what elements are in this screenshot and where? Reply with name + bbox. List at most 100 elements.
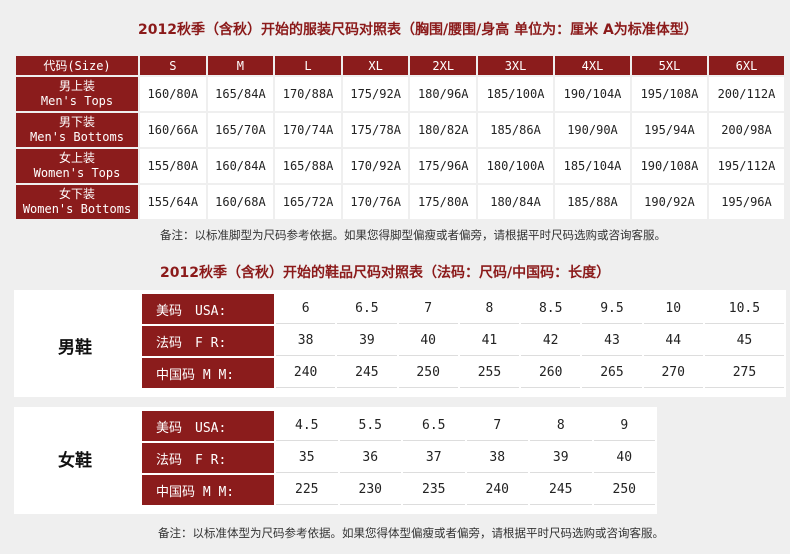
women-shoes-label: 女鞋 (58, 451, 92, 471)
size-header: XL (342, 56, 409, 75)
size-header: 3XL (478, 56, 554, 75)
row-label-cn: 男下装 (58, 115, 95, 129)
size-value-cell: 195/112A (708, 149, 784, 183)
shoe-size-cell: 275 (704, 358, 784, 388)
size-value-cell: 160/66A (140, 113, 206, 147)
size-value-cell: 175/96A (410, 149, 477, 183)
men-shoes-label: 男鞋 (58, 338, 92, 358)
shoe-size-cell: 10 (643, 294, 703, 324)
shoes-title: 2012秋季（含秋）开始的鞋品尺码对照表（法码：尺码/中国码：长度） (160, 265, 611, 281)
size-value-cell: 195/94A (631, 113, 707, 147)
shoe-size-cell: 43 (582, 326, 642, 356)
men-shoe-table: 美码 USA: 6 6.5 7 8 8.5 9.5 10 10.5 法码 F R: 38 39 40 41… (140, 292, 786, 390)
size-value-cell: 160/80A (140, 77, 206, 111)
size-value-cell: 165/84A (207, 77, 274, 111)
shoe-row-label: 法码 F R: (142, 443, 274, 473)
size-value-cell: 155/64A (140, 185, 206, 219)
row-label-cn: 女下装 (58, 187, 95, 201)
size-value-cell: 180/96A (410, 77, 477, 111)
clothing-title: 2012秋季（含秋）开始的服装尺码对照表（胸围/腰围/身高 单位为：厘米 A为标… (138, 22, 698, 38)
size-value-cell: 170/92A (342, 149, 409, 183)
size-header: L (275, 56, 341, 75)
shoe-size-cell: 9 (593, 411, 655, 441)
size-value-cell: 180/100A (478, 149, 554, 183)
row-label-en: Men's Tops (40, 94, 114, 108)
row-label-cn: 女上装 (58, 151, 95, 165)
shoe-size-cell: 245 (530, 475, 592, 505)
size-value-cell: 185/86A (478, 113, 554, 147)
size-value-cell: 175/92A (342, 77, 409, 111)
shoe-size-cell: 35 (276, 443, 338, 473)
size-header: 5XL (631, 56, 707, 75)
size-value-cell: 190/90A (555, 113, 630, 147)
shoe-size-cell: 9.5 (582, 294, 642, 324)
shoe-size-cell: 8 (530, 411, 592, 441)
shoe-size-cell: 225 (276, 475, 338, 505)
shoe-size-cell: 41 (459, 326, 520, 356)
size-value-cell: 185/104A (555, 149, 630, 183)
size-value-cell: 170/74A (275, 113, 341, 147)
shoe-size-cell: 7 (466, 411, 528, 441)
shoe-size-cell: 230 (339, 475, 401, 505)
clothing-row-label: 女下装 Women's Bottoms (16, 185, 138, 219)
row-label-en: Women's Tops (33, 166, 121, 180)
shoe-size-cell: 250 (398, 358, 458, 388)
size-header: 2XL (410, 56, 477, 75)
shoe-size-cell: 255 (459, 358, 520, 388)
shoe-size-cell: 44 (643, 326, 703, 356)
size-value-cell: 175/78A (342, 113, 409, 147)
shoe-size-cell: 37 (403, 443, 465, 473)
shoe-size-cell: 240 (466, 475, 528, 505)
size-value-cell: 175/80A (410, 185, 477, 219)
size-header: 4XL (555, 56, 630, 75)
shoe-size-cell: 245 (337, 358, 397, 388)
clothing-size-table: 代码(Size) S M L XL 2XL 3XL 4XL 5XL 6XL 男上… (14, 54, 786, 221)
shoe-row-label: 美码 USA: (142, 411, 274, 441)
size-value-cell: 195/96A (708, 185, 784, 219)
size-value-cell: 190/104A (555, 77, 630, 111)
shoe-row-label: 中国码 M M: (142, 358, 274, 388)
size-header: S (140, 56, 206, 75)
shoe-size-cell: 260 (521, 358, 581, 388)
shoe-size-cell: 8 (459, 294, 520, 324)
shoe-size-cell: 40 (593, 443, 655, 473)
size-value-cell: 165/88A (275, 149, 341, 183)
size-value-cell: 190/108A (631, 149, 707, 183)
size-value-cell: 160/68A (207, 185, 274, 219)
shoe-size-cell: 10.5 (704, 294, 784, 324)
size-value-cell: 180/84A (478, 185, 554, 219)
women-shoe-table: 美码 USA: 4.5 5.5 6.5 7 8 9 法码 F R: 35 36 37 38 39 40 中国… (140, 409, 657, 507)
shoe-size-cell: 6.5 (403, 411, 465, 441)
shoe-size-cell: 270 (643, 358, 703, 388)
shoe-size-cell: 36 (339, 443, 401, 473)
size-value-cell: 190/92A (631, 185, 707, 219)
size-value-cell: 170/88A (275, 77, 341, 111)
row-label-en: Women's Bottoms (22, 202, 132, 216)
clothing-row-label: 女上装 Women's Tops (16, 149, 138, 183)
shoe-size-cell: 42 (521, 326, 581, 356)
size-value-cell: 165/72A (275, 185, 341, 219)
shoes-note: 备注：以标准体型为尺码参考依据。如果您得体型偏瘦或者偏旁，请根据平时尺码选购或咨… (158, 526, 664, 540)
shoe-size-cell: 4.5 (276, 411, 338, 441)
row-label-cn: 男上装 (58, 79, 95, 93)
size-value-cell: 155/80A (140, 149, 206, 183)
size-header-label: 代码(Size) (16, 56, 138, 75)
shoe-size-cell: 240 (276, 358, 336, 388)
size-value-cell: 195/108A (631, 77, 707, 111)
shoe-size-cell: 6.5 (337, 294, 397, 324)
size-header: M (207, 56, 274, 75)
shoe-size-cell: 8.5 (521, 294, 581, 324)
size-value-cell: 200/98A (708, 113, 784, 147)
clothing-note: 备注：以标准脚型为尺码参考依据。如果您得脚型偏瘦或者偏旁，请根据平时尺码选购或咨… (160, 228, 666, 242)
shoe-row-label: 法码 F R: (142, 326, 274, 356)
size-value-cell: 170/76A (342, 185, 409, 219)
shoe-size-cell: 39 (337, 326, 397, 356)
shoe-size-cell: 38 (276, 326, 336, 356)
shoe-row-label: 美码 USA: (142, 294, 274, 324)
size-value-cell: 200/112A (708, 77, 784, 111)
shoe-size-cell: 39 (530, 443, 592, 473)
shoe-size-cell: 38 (466, 443, 528, 473)
shoe-row-label: 中国码 M M: (142, 475, 274, 505)
shoe-size-cell: 235 (403, 475, 465, 505)
shoe-size-cell: 265 (582, 358, 642, 388)
